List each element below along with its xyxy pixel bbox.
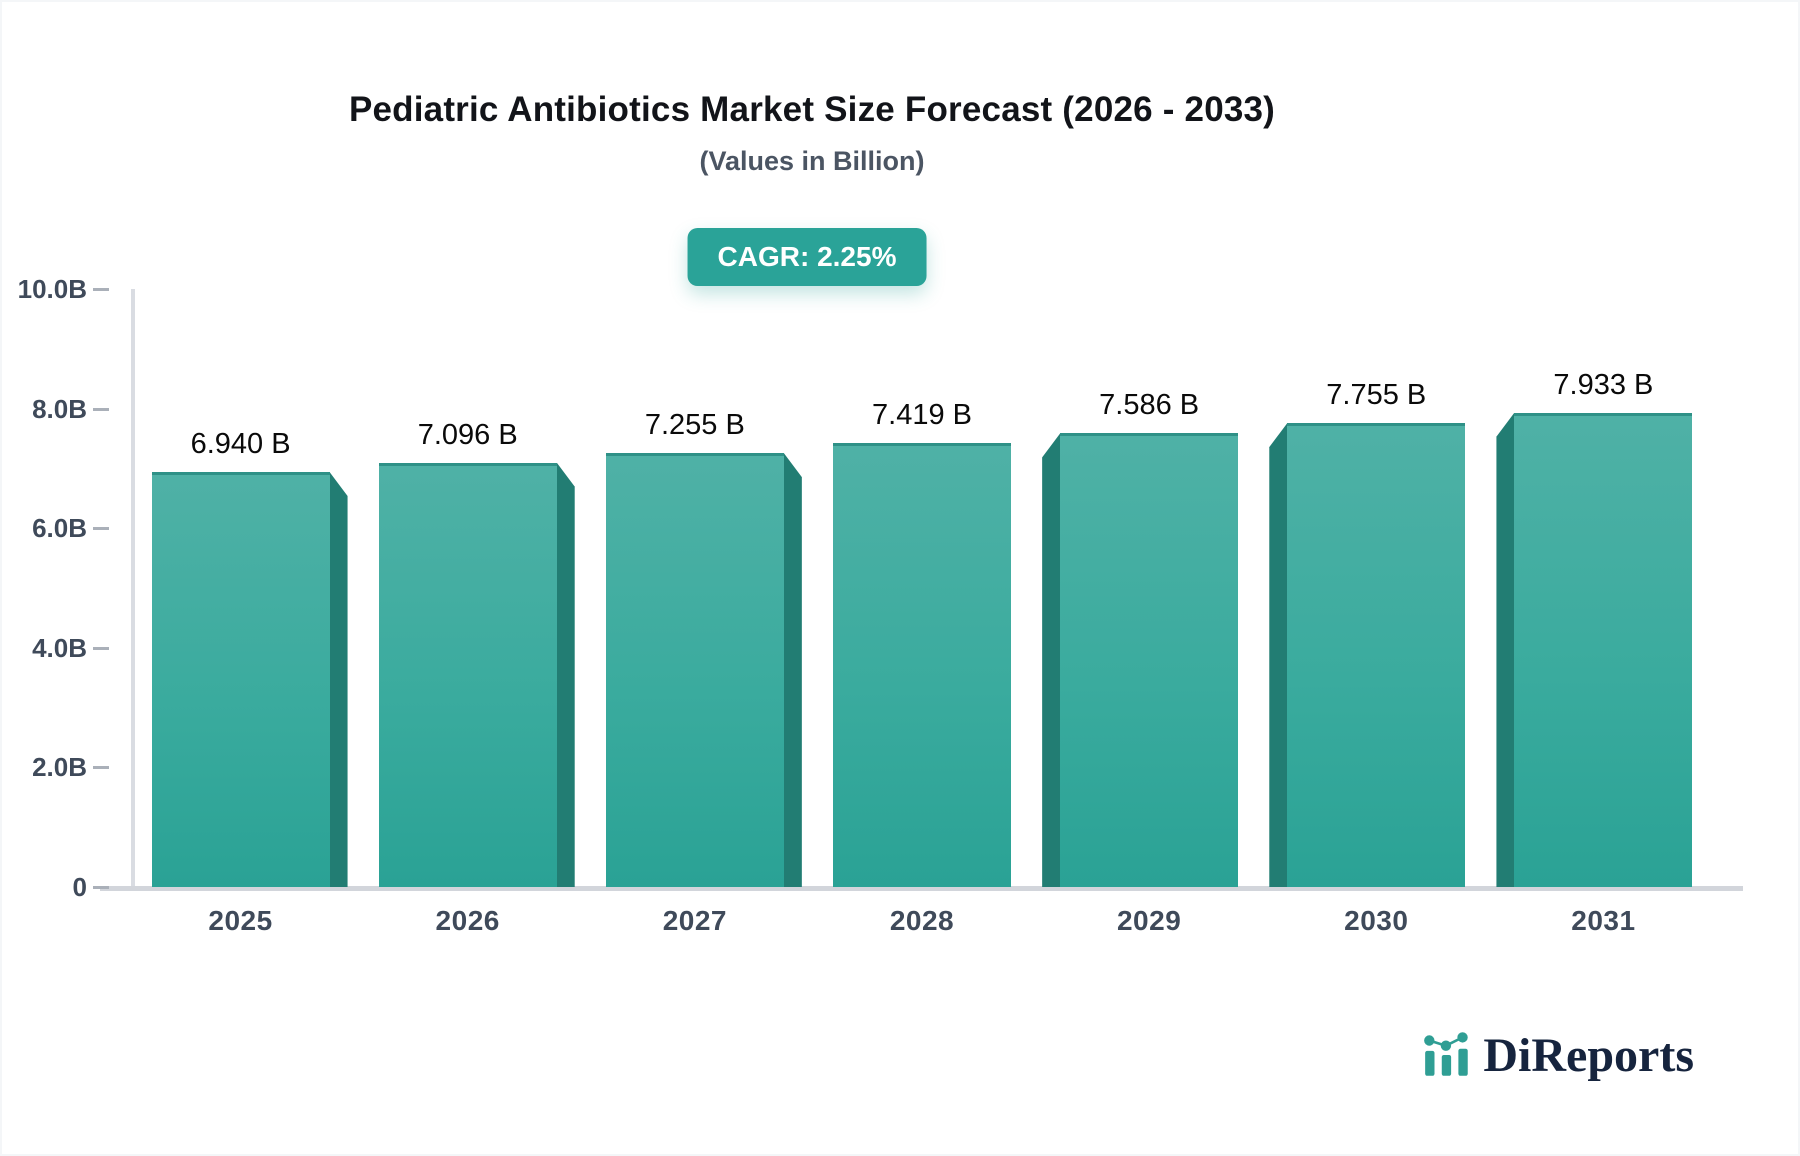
x-tick-label: 2029 [1116, 905, 1182, 936]
y-tick: 8.0B [2, 394, 133, 424]
chart-title: Pediatric Antibiotics Market Size Foreca… [348, 90, 1276, 129]
y-tick-label: 0 [72, 872, 87, 902]
bar-side-face [1269, 423, 1288, 887]
bar: 7.255 B [605, 409, 802, 887]
x-axis-baseline [100, 886, 1743, 891]
bar-face [378, 462, 557, 887]
y-tick-label: 8.0B [32, 393, 87, 424]
y-tick: 2.0B [2, 752, 133, 782]
bar-side-face [1042, 433, 1061, 887]
x-tick-label: 2031 [1571, 905, 1636, 936]
x-tick-label: 2027 [662, 905, 727, 936]
bar-value-label: 7.096 B [417, 418, 518, 451]
bar-face [1060, 433, 1239, 887]
bar-value-label: 7.933 B [1553, 368, 1654, 401]
x-tick-label: 2026 [435, 905, 500, 936]
plot-area: 6.940 B 7.096 B 7.255 B 7.419 B 7.586 B 7.755… [127, 289, 1717, 887]
brand-name: DiReports [1483, 1029, 1694, 1082]
chart-subtitle: (Values in Billion) [699, 146, 925, 176]
bar-value-label: 7.419 B [872, 399, 972, 432]
y-tick: 0 [2, 872, 133, 902]
bar-chart-logo-icon [1424, 1032, 1469, 1076]
x-tick-label: 2030 [1344, 905, 1409, 936]
bar-value-label: 7.755 B [1326, 379, 1427, 412]
bar-value-label: 7.255 B [644, 409, 745, 442]
y-tick-label: 10.0B [17, 274, 87, 304]
y-axis-ticks: 0 2.0B 4.0B 6.0B 8.0B 10.0B [2, 274, 133, 902]
bar-face [1514, 412, 1693, 887]
y-tick-mark [93, 646, 109, 650]
y-tick-label: 6.0B [32, 513, 87, 544]
chart-header: Pediatric Antibiotics Market Size Foreca… [2, 90, 1622, 177]
bar: 7.755 B [1269, 379, 1466, 887]
bar-face [605, 453, 784, 887]
bar-side-face [783, 453, 802, 887]
bar: 7.933 B [1496, 369, 1693, 887]
bar-value-label: 7.586 B [1099, 389, 1200, 422]
y-axis-line [131, 289, 135, 890]
bar: 7.096 B [378, 419, 575, 887]
y-tick-label: 2.0B [32, 752, 87, 783]
bar-side-face [329, 472, 348, 887]
y-tick-mark [93, 407, 109, 411]
x-tick-label: 2028 [889, 905, 955, 936]
y-tick: 4.0B [2, 633, 133, 663]
y-tick-mark [93, 766, 109, 770]
bar-value-label: 6.940 B [190, 428, 291, 460]
y-tick-mark [93, 886, 109, 889]
brand-logo: DiReports [1421, 1028, 1694, 1080]
bar: 6.940 B [151, 428, 348, 887]
x-axis-labels: 2025 2026 2027 2028 2029 2030 2031 [127, 905, 1717, 945]
bar-face [833, 443, 1011, 887]
bar: 7.586 B [1042, 389, 1239, 887]
cagr-badge: CAGR: 2.25% [687, 228, 927, 286]
bar-side-face [556, 462, 575, 887]
bar-face [151, 472, 330, 887]
y-tick-mark [93, 527, 109, 531]
y-tick-mark [93, 288, 109, 291]
bar-face [1287, 423, 1466, 887]
bar: 7.419 B [833, 399, 1011, 887]
y-tick: 6.0B [2, 513, 133, 543]
y-tick-label: 4.0B [32, 632, 87, 663]
bar-side-face [1496, 412, 1515, 887]
y-tick: 10.0B [2, 274, 133, 304]
x-tick-label: 2025 [208, 905, 273, 936]
